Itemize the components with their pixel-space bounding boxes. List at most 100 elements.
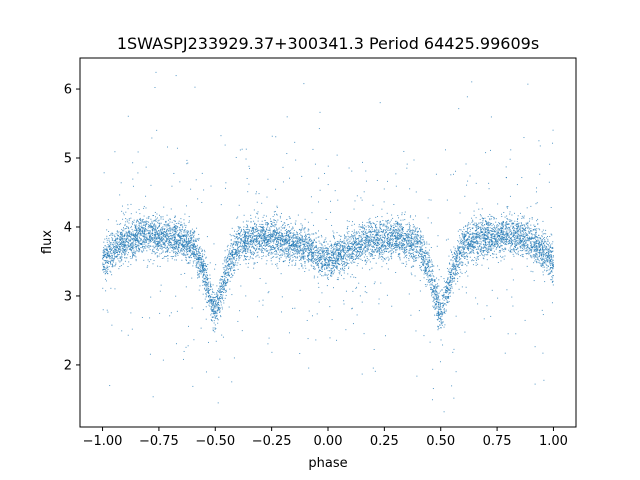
- data-point: [532, 237, 534, 239]
- data-point: [143, 242, 145, 244]
- data-point: [479, 238, 481, 240]
- data-point: [163, 235, 165, 237]
- data-point: [518, 227, 520, 229]
- data-point: [410, 238, 412, 240]
- data-point: [511, 233, 513, 235]
- data-point: [211, 301, 213, 303]
- data-point: [326, 267, 328, 269]
- data-point: [471, 242, 473, 244]
- data-point: [185, 257, 187, 259]
- data-point: [379, 253, 381, 255]
- data-point: [256, 240, 258, 242]
- data-point: [254, 235, 256, 237]
- data-point: [176, 242, 178, 244]
- data-point: [350, 249, 352, 251]
- data-point: [278, 248, 280, 250]
- data-point: [205, 280, 207, 282]
- data-point: [388, 229, 390, 231]
- data-point: [521, 230, 523, 232]
- data-point: [388, 219, 390, 221]
- data-point: [299, 353, 301, 355]
- data-point: [497, 243, 499, 245]
- data-point: [550, 263, 552, 265]
- data-point: [189, 241, 191, 243]
- data-point: [327, 254, 329, 256]
- data-point: [232, 250, 234, 252]
- data-point: [163, 238, 165, 240]
- data-point: [112, 258, 114, 260]
- data-point: [446, 300, 448, 302]
- data-point: [500, 260, 502, 262]
- data-point: [412, 265, 414, 267]
- data-point: [321, 247, 323, 249]
- data-point: [170, 244, 172, 246]
- data-point: [176, 251, 178, 253]
- data-point: [109, 256, 111, 258]
- data-point: [542, 245, 543, 247]
- data-point: [200, 267, 202, 269]
- data-point: [545, 246, 547, 248]
- data-point: [441, 311, 443, 313]
- data-point: [171, 238, 173, 240]
- data-point: [424, 270, 426, 272]
- data-point: [368, 245, 370, 247]
- data-point: [472, 251, 474, 253]
- data-point: [385, 246, 386, 248]
- data-point: [476, 256, 478, 258]
- data-point: [447, 283, 449, 285]
- data-point: [148, 245, 150, 247]
- data-point: [278, 228, 280, 230]
- data-point: [260, 240, 262, 242]
- data-point: [253, 251, 255, 253]
- data-point: [437, 294, 439, 296]
- data-point: [141, 230, 143, 232]
- data-point: [102, 258, 104, 260]
- data-point: [185, 254, 187, 256]
- data-point: [283, 240, 285, 242]
- data-point: [450, 288, 452, 290]
- data-point: [359, 246, 361, 248]
- data-point: [165, 222, 167, 224]
- data-point: [541, 259, 543, 261]
- data-point: [256, 252, 258, 254]
- data-point: [159, 223, 161, 225]
- data-point: [382, 220, 384, 222]
- data-point: [375, 230, 377, 232]
- data-point: [144, 239, 146, 241]
- data-point: [181, 228, 183, 230]
- data-point: [305, 250, 307, 252]
- data-point: [272, 241, 274, 243]
- data-point: [505, 237, 507, 239]
- data-point: [474, 245, 476, 247]
- data-point: [390, 224, 392, 226]
- data-point: [552, 129, 554, 131]
- data-point: [325, 251, 327, 253]
- data-point: [493, 230, 495, 232]
- data-point: [190, 238, 192, 240]
- data-point: [243, 254, 245, 256]
- data-point: [440, 316, 442, 318]
- data-point: [141, 251, 143, 253]
- data-point: [212, 310, 214, 312]
- data-point: [162, 216, 164, 218]
- data-point: [502, 229, 504, 231]
- data-point: [346, 251, 348, 253]
- data-point: [260, 229, 262, 231]
- data-point: [191, 234, 193, 236]
- data-point: [355, 240, 357, 242]
- data-point: [442, 295, 444, 297]
- data-point: [343, 269, 345, 271]
- data-point: [231, 243, 233, 245]
- data-point: [390, 241, 392, 243]
- data-point: [405, 246, 407, 248]
- data-point: [463, 234, 465, 236]
- data-point: [539, 246, 541, 248]
- data-point: [536, 262, 538, 264]
- data-point: [182, 244, 184, 246]
- data-point: [281, 249, 283, 251]
- data-point: [516, 225, 518, 227]
- data-point: [355, 231, 357, 233]
- data-point: [160, 233, 162, 235]
- data-point: [455, 266, 457, 268]
- data-point: [427, 260, 429, 262]
